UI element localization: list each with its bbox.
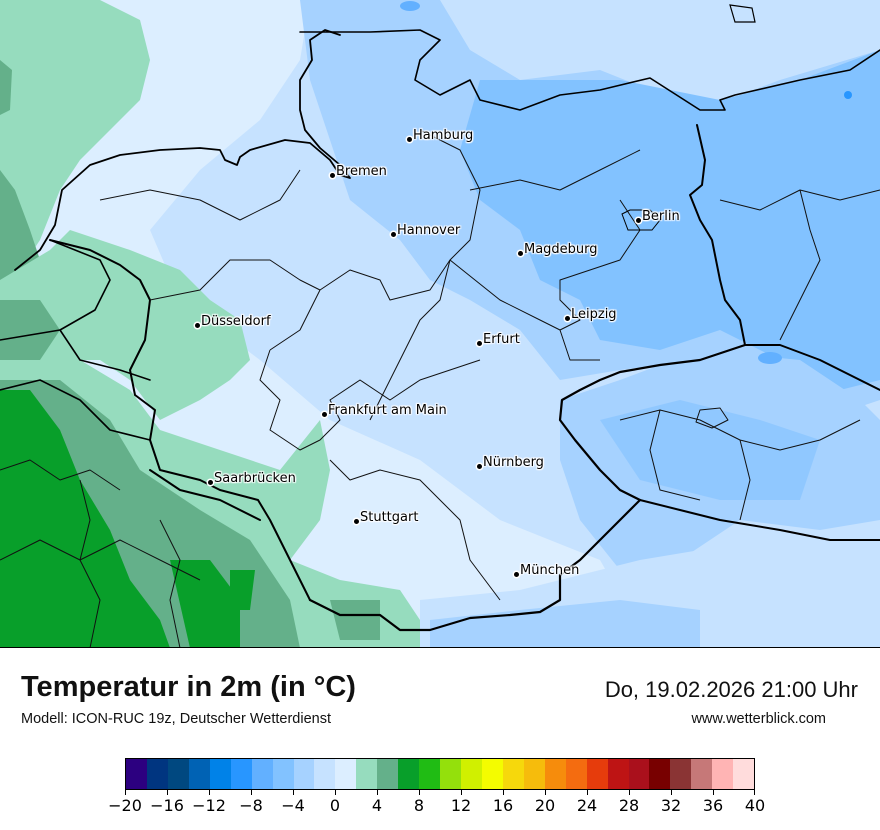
city-label-muenchen: München <box>514 563 579 578</box>
colorbar-tick <box>209 790 210 795</box>
colorbar-tick <box>503 790 504 795</box>
city-label-stuttgart: Stuttgart <box>354 510 418 525</box>
colorbar-segment <box>126 759 147 789</box>
city-marker-icon <box>195 323 200 328</box>
city-marker-icon <box>477 341 482 346</box>
colorbar-segment <box>146 759 168 789</box>
colorbar-tick-label: −20 <box>108 796 142 815</box>
city-marker-icon <box>514 572 519 577</box>
colorbar-segment <box>733 759 755 789</box>
colorbar-segment <box>440 759 461 789</box>
valid-datetime: Do, 19.02.2026 21:00 Uhr <box>604 677 858 702</box>
colorbar-tick <box>419 790 420 795</box>
colorbar-tick <box>754 790 755 795</box>
colorbar-segment <box>502 759 524 789</box>
colorbar-tick <box>545 790 546 795</box>
colorbar-segment <box>272 759 294 789</box>
city-label-frankfurt: Frankfurt am Main <box>322 403 447 418</box>
colorbar-tick <box>671 790 672 795</box>
colorbar-segment <box>691 759 713 789</box>
colorbar-tick-label: 12 <box>450 796 472 815</box>
city-marker-icon <box>565 316 570 321</box>
city-marker-icon <box>518 251 523 256</box>
colorbar-segment <box>670 759 692 789</box>
colorbar-tick <box>713 790 714 795</box>
colorbar-segment <box>335 759 357 789</box>
colorbar-tick <box>125 790 126 795</box>
colorbar-segment <box>419 759 441 789</box>
colorbar-segment <box>209 759 231 789</box>
colorbar-segment <box>377 759 399 789</box>
temperature-colorbar <box>125 758 755 790</box>
city-label-saarbruecken: Saarbrücken <box>208 471 296 486</box>
colorbar-tick <box>251 790 252 795</box>
colorbar-tick-label: 28 <box>618 796 640 815</box>
city-label-hamburg: Hamburg <box>407 128 473 143</box>
city-label-duesseldorf: Düsseldorf <box>195 314 271 329</box>
city-marker-icon <box>407 137 412 142</box>
colorbar-segment <box>649 759 671 789</box>
city-label-hannover: Hannover <box>391 223 460 238</box>
city-marker-icon <box>208 480 213 485</box>
colorbar-segment <box>586 759 608 789</box>
colorbar-segment <box>628 759 650 789</box>
colorbar-segment <box>398 759 420 789</box>
colorbar-tick-label: 4 <box>371 796 383 815</box>
colorbar-ticks: −20 −16 −12 −8 −4 0 4 8 12 16 20 24 28 32 36 40 <box>108 790 765 820</box>
colorbar-tick-label: 8 <box>413 796 425 815</box>
colorbar-tick <box>461 790 462 795</box>
city-label-magdeburg: Magdeburg <box>518 242 598 257</box>
city-marker-icon <box>636 218 641 223</box>
colorbar-tick-label: 40 <box>744 796 766 815</box>
colorbar-segment <box>461 759 482 789</box>
colorbar-tick <box>629 790 630 795</box>
colorbar-tick-label: 20 <box>534 796 556 815</box>
city-label-berlin: Berlin <box>636 209 680 224</box>
colorbar-segment <box>481 759 503 789</box>
colorbar-tick <box>167 790 168 795</box>
city-label-leipzig: Leipzig <box>565 307 617 322</box>
colorbar-segment <box>314 759 336 789</box>
colorbar-tick <box>587 790 588 795</box>
city-label-erfurt: Erfurt <box>477 332 520 347</box>
colorbar-tick <box>377 790 378 795</box>
colorbar-segment <box>251 759 273 789</box>
map-canvas <box>0 0 880 647</box>
city-marker-icon <box>354 519 359 524</box>
colorbar-tick-label: 24 <box>576 796 598 815</box>
city-label-bremen: Bremen <box>330 164 387 179</box>
colorbar-segment <box>293 759 315 789</box>
temperature-map: Hamburg Bremen Berlin Hannover Magdeburg… <box>0 0 880 648</box>
colorbar-tick <box>335 790 336 795</box>
colorbar-segment <box>607 759 629 789</box>
city-marker-icon <box>322 412 327 417</box>
colorbar-segment <box>712 759 734 789</box>
city-marker-icon <box>330 173 335 178</box>
colorbar-segment <box>523 759 545 789</box>
colorbar-tick-label: 0 <box>329 796 341 815</box>
colorbar-segment <box>167 759 189 789</box>
colorbar-tick-label: −16 <box>150 796 184 815</box>
colorbar-tick-label: −12 <box>192 796 226 815</box>
colorbar-segment <box>230 759 252 789</box>
colorbar-segment <box>565 759 587 789</box>
colorbar-tick-label: −4 <box>281 796 305 815</box>
map-title: Temperatur in 2m (in °C) <box>21 671 356 703</box>
city-marker-icon <box>391 232 396 237</box>
colorbar-tick <box>293 790 294 795</box>
colorbar-tick-label: 16 <box>492 796 514 815</box>
city-label-nuernberg: Nürnberg <box>477 455 544 470</box>
colorbar-segment <box>544 759 566 789</box>
colorbar-tick-label: −8 <box>239 796 263 815</box>
website-credit: www.wetterblick.com <box>691 711 826 727</box>
model-source: Modell: ICON-RUC 19z, Deutscher Wetterdi… <box>21 711 331 727</box>
colorbar-segment <box>356 759 378 789</box>
colorbar-tick-label: 32 <box>660 796 682 815</box>
colorbar-segment <box>188 759 210 789</box>
colorbar-tick-label: 36 <box>702 796 724 815</box>
city-marker-icon <box>477 464 482 469</box>
